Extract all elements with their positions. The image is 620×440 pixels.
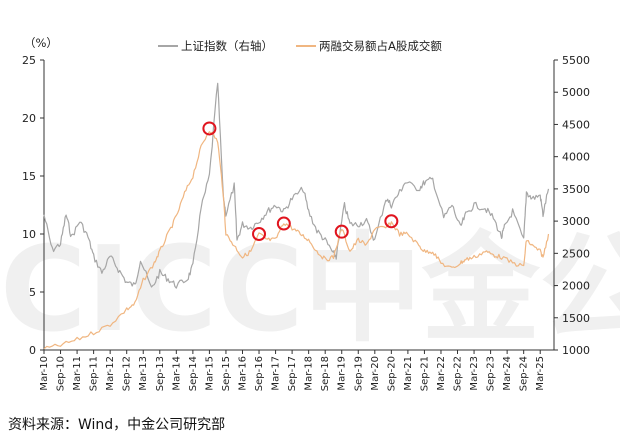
left-tick-label: 20 bbox=[22, 112, 36, 125]
x-tick-label: Mar-23 bbox=[469, 356, 480, 391]
x-tick-label: Mar-18 bbox=[304, 356, 315, 391]
x-tick-label: Mar-21 bbox=[403, 356, 414, 391]
left-tick-label: 25 bbox=[22, 54, 36, 67]
x-tick-label: Mar-10 bbox=[39, 356, 50, 391]
x-tick-label: Sep-13 bbox=[155, 356, 166, 391]
x-tick-label: Mar-14 bbox=[171, 356, 182, 391]
chart-svg: CICC中金公司 0510152025100015002000250030003… bbox=[0, 36, 620, 391]
right-tick-label: 1500 bbox=[562, 312, 590, 325]
legend-label-margin-ratio: 两融交易额占A股成交额 bbox=[319, 39, 442, 53]
left-tick-label: 0 bbox=[29, 344, 36, 357]
highlight-marker bbox=[384, 214, 399, 229]
left-axis-unit: （%） bbox=[24, 36, 58, 50]
x-tick-label: Mar-22 bbox=[436, 356, 447, 391]
right-tick-label: 2500 bbox=[562, 247, 590, 260]
highlight-marker bbox=[252, 227, 267, 241]
x-tick-label: Mar-12 bbox=[105, 356, 116, 391]
x-tick-label: Sep-22 bbox=[453, 356, 464, 391]
x-tick-label: Sep-23 bbox=[486, 356, 497, 391]
x-tick-label: Sep-18 bbox=[320, 356, 331, 391]
right-tick-label: 4000 bbox=[562, 151, 590, 164]
axes: 0 5 10 15 20 25 1000 1500 2000 2500 3000 3500 4000 45… bbox=[22, 36, 590, 391]
left-tick-label: 5 bbox=[29, 286, 36, 299]
left-tick-label: 15 bbox=[22, 170, 36, 183]
x-tick-label: Sep-16 bbox=[254, 356, 265, 391]
series-line-shanghai-index bbox=[43, 82, 550, 289]
x-tick-label: Mar-16 bbox=[237, 356, 248, 391]
right-tick-label: 4500 bbox=[562, 118, 590, 131]
source-note: 资料来源：Wind，中金公司研究部 bbox=[8, 417, 226, 433]
x-tick-label: Sep-10 bbox=[56, 356, 67, 391]
right-tick-label: 3000 bbox=[562, 215, 590, 228]
x-tick-label: Mar-25 bbox=[535, 356, 546, 391]
x-tick-label: Sep-12 bbox=[122, 356, 133, 391]
right-tick-label: 2000 bbox=[562, 280, 590, 293]
x-tick-label: Sep-21 bbox=[419, 356, 430, 391]
x-tick-label: Mar-11 bbox=[72, 356, 83, 391]
right-tick-label: 1000 bbox=[562, 344, 590, 357]
highlight-markers bbox=[202, 121, 399, 241]
x-tick-label: Sep-20 bbox=[386, 356, 397, 391]
legend-label-shanghai-index: 上证指数（右轴） bbox=[181, 39, 273, 53]
x-tick-label: Mar-20 bbox=[370, 356, 381, 391]
right-tick-label: 5000 bbox=[562, 86, 590, 99]
left-tick-label: 10 bbox=[22, 228, 36, 241]
right-tick-label: 3500 bbox=[562, 183, 590, 196]
right-tick-label: 5500 bbox=[562, 54, 590, 67]
x-tick-label: Mar-13 bbox=[138, 356, 149, 391]
x-tick-label: Sep-19 bbox=[353, 356, 364, 391]
x-tick-label: Mar-19 bbox=[337, 356, 348, 391]
legend: 上证指数（右轴） 两融交易额占A股成交额 bbox=[158, 39, 442, 53]
highlight-marker bbox=[334, 224, 349, 239]
x-tick-label: Mar-15 bbox=[204, 356, 215, 391]
x-tick-label: Sep-11 bbox=[89, 356, 100, 391]
series-layer bbox=[43, 82, 550, 350]
x-tick-label: Mar-24 bbox=[502, 356, 513, 391]
series-line-margin-ratio bbox=[43, 131, 550, 350]
x-tick-label: Sep-17 bbox=[287, 356, 298, 391]
highlight-marker bbox=[202, 121, 217, 136]
x-tick-label: Sep-15 bbox=[221, 356, 232, 391]
x-tick-label: Sep-14 bbox=[188, 356, 199, 391]
x-tick-label: Sep-24 bbox=[519, 356, 530, 391]
x-tick-label: Mar-17 bbox=[271, 356, 282, 391]
highlight-marker bbox=[276, 216, 291, 231]
